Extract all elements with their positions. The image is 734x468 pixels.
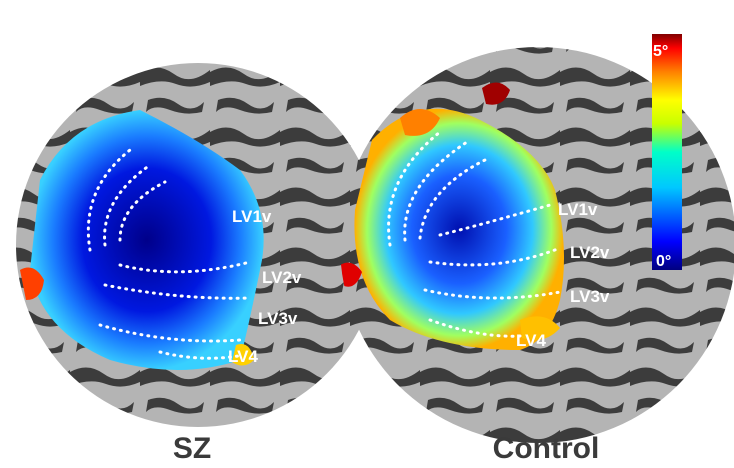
- control-label-lv1v: LV1v: [558, 200, 598, 219]
- control-label-lv2v: LV2v: [570, 243, 610, 262]
- colorbar: 5° 0°: [652, 34, 682, 270]
- control-caption: Control: [493, 432, 600, 465]
- sz-caption: SZ: [173, 432, 211, 465]
- sz-hemisphere: LV1v LV2v LV3v LV4: [16, 63, 380, 427]
- sz-label-lv2v: LV2v: [262, 268, 302, 287]
- control-label-lv3v: LV3v: [570, 287, 610, 306]
- sz-activation-map: [30, 110, 264, 370]
- control-hemisphere: LV1v LV2v LV3v LV4: [340, 47, 734, 443]
- sz-label-lv1v: LV1v: [232, 207, 272, 226]
- colorbar-max-label: 5°: [653, 43, 668, 60]
- sz-label-lv4: LV4: [228, 347, 258, 366]
- colorbar-min-label: 0°: [656, 253, 671, 270]
- sz-boundary-lines: [86, 148, 252, 360]
- sz-label-lv3v: LV3v: [258, 309, 298, 328]
- control-boundary-lines: [387, 130, 562, 338]
- control-label-lv4: LV4: [516, 331, 546, 350]
- colorbar-gradient: [652, 34, 682, 270]
